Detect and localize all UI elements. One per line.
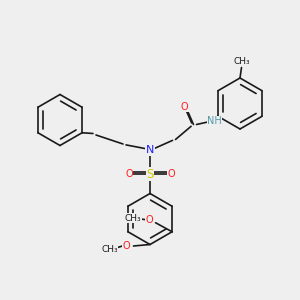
Text: CH₃: CH₃ xyxy=(101,244,118,253)
Text: O: O xyxy=(167,169,175,179)
Text: S: S xyxy=(146,167,154,181)
Text: O: O xyxy=(146,215,153,225)
Text: O: O xyxy=(122,241,130,251)
Text: N: N xyxy=(146,145,154,155)
Text: NH: NH xyxy=(207,116,222,127)
Text: O: O xyxy=(181,101,188,112)
Text: CH₃: CH₃ xyxy=(233,57,250,66)
Text: CH₃: CH₃ xyxy=(125,214,141,223)
Text: O: O xyxy=(125,169,133,179)
